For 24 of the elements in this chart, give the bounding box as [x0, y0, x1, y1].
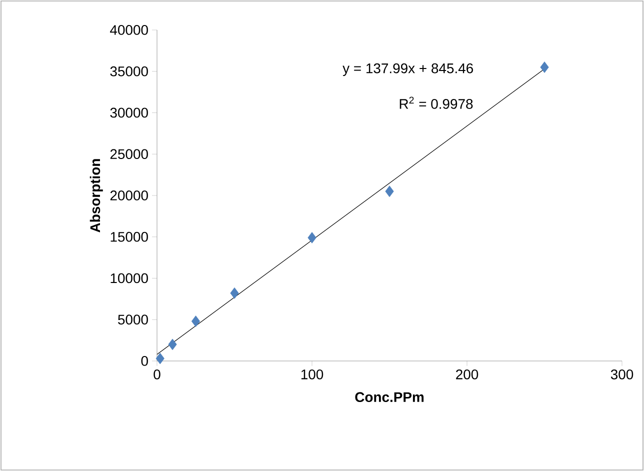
y-tick-label: 40000	[110, 25, 148, 35]
y-tick-label: 15000	[110, 232, 148, 242]
x-tick-label: 100	[301, 369, 324, 380]
point	[191, 316, 200, 327]
y-tick-label: 30000	[110, 108, 148, 118]
annotation: R$^{2}$ = 0.9978	[400, 96, 473, 109]
y-tick-label: 0	[141, 356, 148, 366]
y-tick-label: 35000	[110, 66, 148, 76]
point	[168, 338, 177, 350]
point	[230, 287, 239, 299]
y-axis-title: Absorption	[90, 159, 103, 232]
point	[308, 232, 316, 244]
point	[156, 352, 164, 364]
y-tick-label: 10000	[110, 273, 148, 284]
annotation: y = 137.99x + 845.46	[342, 63, 473, 76]
x-tick-label: 300	[610, 369, 634, 380]
x-tick-label: 200	[456, 369, 478, 380]
y-tick-label: 20000	[110, 190, 148, 200]
x-tick-label: 0	[154, 369, 160, 380]
x-axis-title: Conc.PPm	[355, 392, 424, 402]
point	[385, 186, 394, 198]
y-tick-label: 5000	[118, 314, 148, 325]
y-tick-label: 25000	[110, 149, 148, 160]
point	[540, 62, 549, 73]
